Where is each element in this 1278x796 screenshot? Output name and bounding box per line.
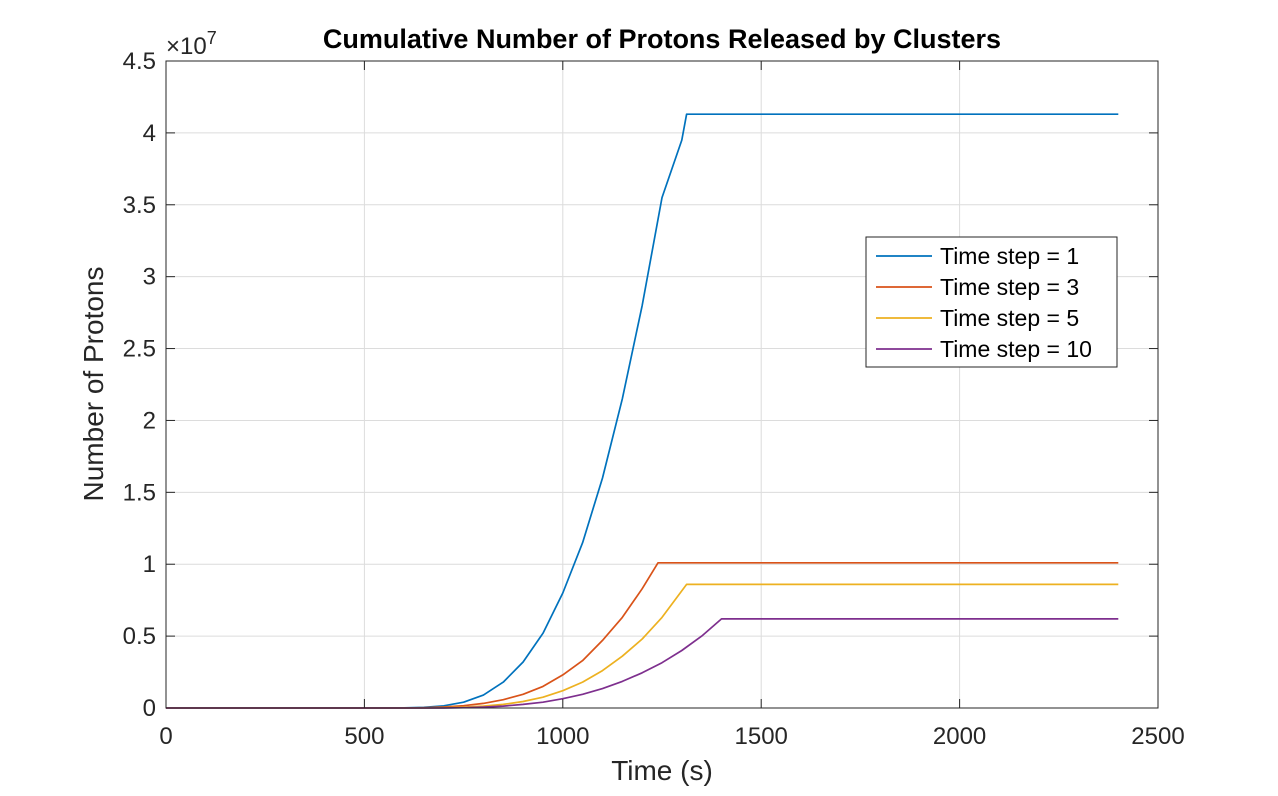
x-tick-label: 500 [344,723,384,750]
x-tick-label: 1000 [536,723,589,750]
y-tick-label: 3 [143,264,156,291]
x-tick-label: 0 [159,723,172,750]
y-tick-labels: 0 0.5 1 1.5 2 2.5 3 3.5 4 4.5 [123,48,156,722]
y-tick-label: 1 [143,551,156,578]
y-tick-label: 0.5 [123,623,156,650]
legend: Time step = 1 Time step = 3 Time step = 5 T… [865,236,1118,368]
legend-box [865,236,1118,368]
y-tick-label: 2.5 [123,336,156,363]
legend-label: Time step = 10 [940,336,1092,362]
legend-label: Time step = 3 [940,274,1079,300]
plot-background [166,61,1158,708]
y-axis-title: Number of Protons [78,267,109,502]
y-tick-label: 4 [143,120,156,147]
y-multiplier-exponent: 7 [207,28,217,48]
x-axis-title: Time (s) [611,755,713,786]
legend-label: Time step = 1 [940,243,1079,269]
y-multiplier-base: ×10 [166,33,207,60]
ticks [165,60,1159,709]
chart-title: Cumulative Number of Protons Released by… [323,24,1001,54]
y-tick-label: 2 [143,407,156,434]
x-tick-label: 2500 [1131,723,1184,750]
legend-label: Time step = 5 [940,305,1079,331]
series-group [166,113,1119,709]
y-tick-label: 4.5 [123,48,156,75]
y-tick-label: 0 [143,695,156,722]
x-tick-labels: 0 500 1000 1500 2000 2500 [159,723,1184,750]
x-tick-label: 1500 [735,723,788,750]
series-line-4 [166,618,1119,709]
x-tick-label: 2000 [933,723,986,750]
y-tick-label: 1.5 [123,479,156,506]
plot-frame [165,60,1159,709]
y-tick-label: 3.5 [123,192,156,219]
y-multiplier: ×107 [166,28,217,60]
